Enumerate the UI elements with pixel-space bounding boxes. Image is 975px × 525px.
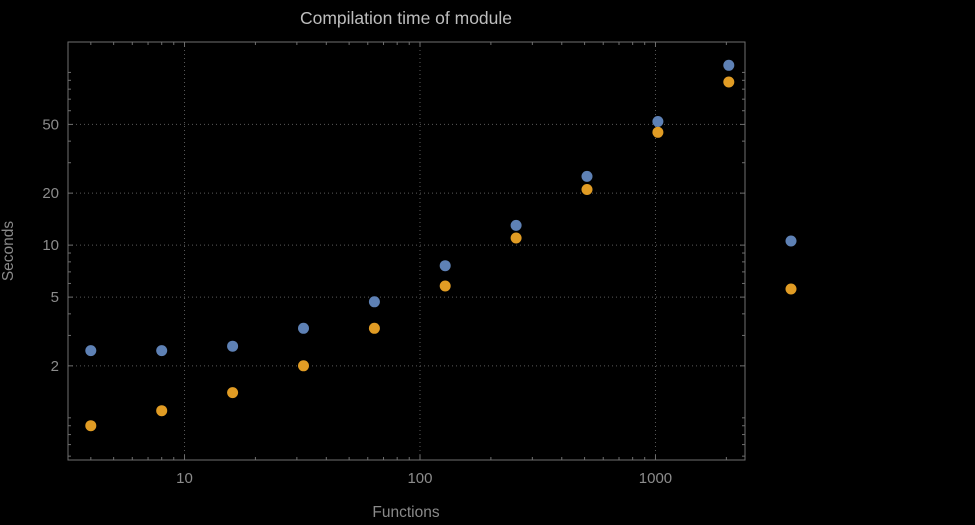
data-point-series-1 [510,219,522,231]
y-tick-label: 5 [51,289,59,306]
data-point-series-2 [227,387,239,399]
data-point-series-1 [298,322,309,334]
data-point-series-2 [439,280,451,292]
chart-title: Compilation time of module [300,8,512,28]
y-tick-label: 2 [51,358,59,375]
y-tick-label: 10 [42,237,59,254]
legend-marker-series-1 [785,235,797,247]
data-point-series-1 [227,340,239,352]
x-tick-label: 10 [176,470,193,487]
x-tick-label: 1000 [639,470,672,487]
data-point-series-2 [298,360,309,372]
data-point-series-2 [156,405,168,417]
data-point-series-1 [723,59,735,71]
y-tick-label: 50 [42,116,59,133]
data-point-series-2 [510,232,522,244]
data-point-series-2 [581,184,593,195]
data-point-series-1 [581,170,593,182]
x-axis-label: Functions [372,504,439,521]
data-point-series-1 [368,296,380,308]
y-tick-label: 20 [42,185,59,202]
data-point-series-1 [156,345,168,357]
x-tick-label: 100 [407,470,432,487]
data-point-series-2 [85,420,97,432]
y-axis-label: Seconds [0,221,17,282]
data-point-series-1 [439,260,451,272]
data-point-series-2 [723,76,735,88]
data-point-series-1 [652,116,664,127]
data-point-series-2 [652,126,664,138]
plot-render-layer: 10 100 1000 2 5 10 20 50 [42,41,797,487]
data-point-series-1 [85,345,97,357]
legend-marker-series-2 [785,283,797,295]
plot-frame [67,41,746,461]
data-point-series-2 [368,322,380,334]
